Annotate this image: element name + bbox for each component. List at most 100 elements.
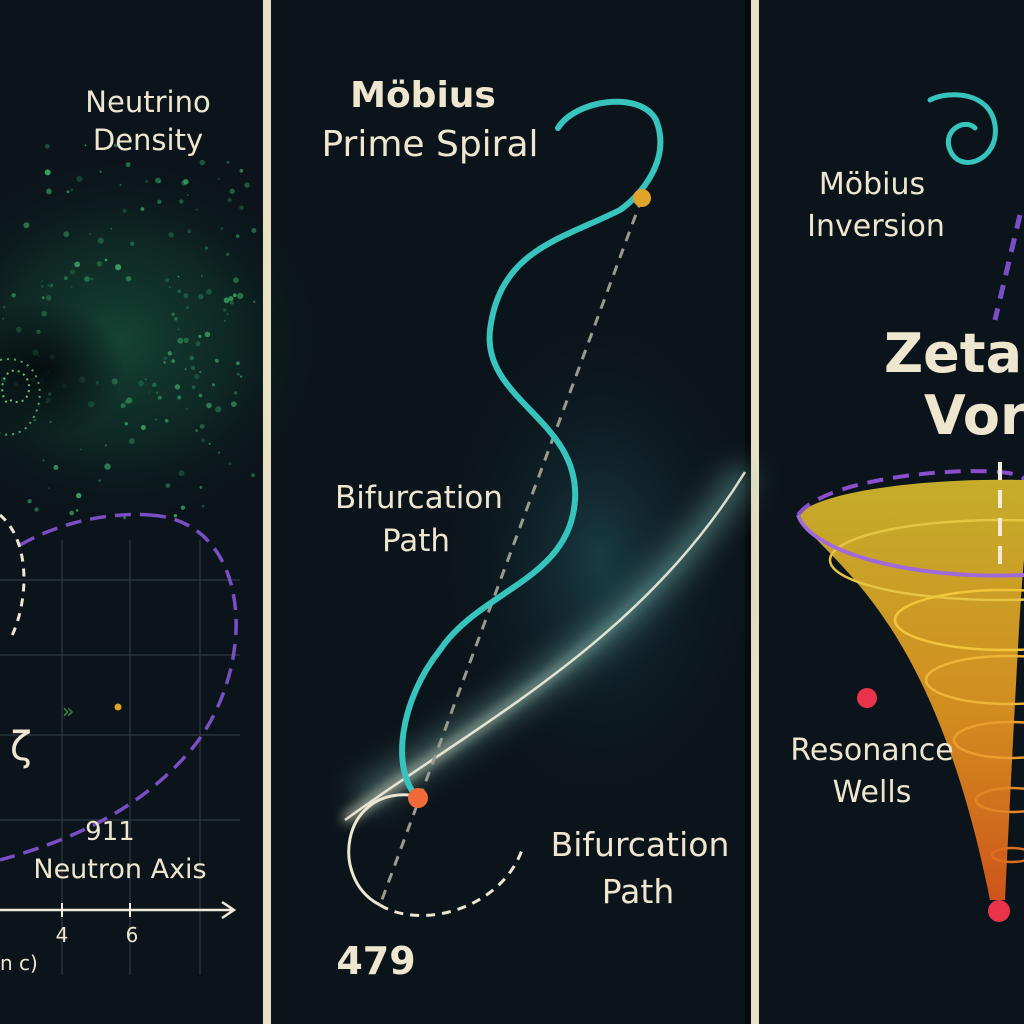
neutrino-particle	[75, 509, 79, 512]
panel-left: ζ » Neutrino Density 911 Neutron Axis 4 …	[0, 85, 330, 975]
funnel-bottom-node	[988, 900, 1010, 922]
neutrino-particle	[251, 473, 256, 478]
spiral-number: 479	[336, 939, 415, 983]
neutrino-particle	[70, 188, 74, 192]
light-arc-core	[344, 471, 747, 822]
neutrino-particle	[185, 306, 190, 310]
neutron-axis-arrow	[0, 900, 237, 920]
neutrino-particle	[200, 275, 203, 277]
neutrino-particle	[199, 159, 205, 166]
neutrino-particle	[177, 395, 182, 400]
neutrino-particle	[171, 312, 175, 316]
neutrino-particle	[206, 402, 212, 409]
neutrino-particle	[181, 179, 187, 186]
neutrino-particle	[208, 442, 211, 445]
neutrino-particle	[199, 370, 202, 373]
neutrino-particle	[42, 459, 45, 462]
neutrino-particle	[183, 337, 189, 343]
resonance-wells-line1: Resonance	[790, 733, 953, 768]
neutrino-particle	[70, 269, 76, 275]
neutrino-particle	[177, 337, 184, 344]
neutrino-particle	[183, 293, 189, 299]
neutrino-particle	[217, 451, 221, 454]
neutrino-particle	[198, 294, 204, 300]
bifurcation-label-upper-line2: Path	[382, 523, 450, 559]
neutrino-particle	[129, 438, 135, 445]
neutrino-particle	[236, 372, 240, 376]
neutrino-particle	[194, 373, 200, 380]
white-orbit	[0, 513, 26, 641]
neutrino-particle	[157, 395, 162, 400]
neutrino-particle	[40, 284, 44, 288]
gold-marker	[114, 703, 122, 711]
neutrino-particle	[157, 199, 162, 204]
neutrino-particle	[167, 351, 172, 356]
neutrino-particle	[195, 429, 199, 433]
panel-middle: Möbius Prime Spiral Bifurcation Path Bif…	[321, 75, 770, 983]
neutrino-particle	[177, 328, 180, 331]
neutrino-particle	[47, 487, 51, 490]
neutrino-particle	[140, 425, 146, 430]
bifurcation-label-lower-line1: Bifurcation	[551, 825, 730, 864]
neutrino-particle	[115, 264, 122, 271]
neutrino-particle	[120, 403, 126, 409]
tick-6-label: 6	[126, 923, 139, 947]
light-haze	[430, 300, 770, 820]
neutrino-cloud	[0, 150, 330, 530]
tick-4-label: 4	[56, 923, 69, 947]
mobius-prime-spiral	[399, 98, 664, 801]
neutrino-particle	[46, 295, 52, 301]
neutrino-particle	[76, 175, 83, 182]
neutrino-particle	[69, 510, 74, 516]
neutrino-particle	[90, 277, 94, 281]
purple-orbit-top	[19, 512, 151, 547]
neutrino-particle	[98, 479, 101, 482]
panel-right: Möbius Inversion Zeta ( Vort Resonance W…	[790, 92, 1024, 922]
funnel-rim-front	[796, 514, 1024, 578]
neutrino-particle	[180, 505, 186, 510]
neutrino-particle	[229, 300, 234, 305]
neutrino-particle	[184, 368, 187, 370]
neutrino-particle	[49, 283, 54, 288]
neutrino-title-line1: Neutrino	[85, 85, 210, 119]
bifurcation-label-upper-line1: Bifurcation	[335, 480, 503, 516]
neutrino-particle	[177, 289, 182, 294]
neutrino-particle	[97, 237, 104, 244]
neutrino-particle	[138, 380, 144, 387]
neutrino-particle	[227, 197, 232, 203]
neutrino-particle	[66, 190, 70, 194]
neutrino-particle	[11, 293, 16, 298]
zeta-symbol: ζ	[10, 724, 32, 770]
neutrino-particle	[45, 144, 50, 149]
divider-left	[263, 0, 271, 1024]
neutrino-particle	[201, 504, 205, 508]
neutrino-particle	[225, 252, 230, 257]
neutrino-title-line2: Density	[93, 123, 203, 157]
neutrino-particle	[244, 182, 250, 188]
neutrino-particle	[211, 383, 215, 387]
neutrino-particle	[124, 400, 129, 404]
spiral-start-node	[633, 189, 651, 207]
neutrino-particle	[195, 208, 198, 211]
neutrino-particle	[99, 170, 102, 174]
neutrino-particle	[240, 375, 243, 378]
neutrino-particle	[177, 275, 180, 278]
neutrino-particle	[174, 317, 178, 321]
neutrino-particle	[220, 227, 224, 230]
neutrino-particle	[228, 296, 234, 302]
neutrino-particle	[44, 169, 51, 176]
neutrino-particle	[145, 180, 148, 183]
neutrino-particle	[140, 207, 145, 211]
neutrino-particle	[239, 169, 244, 173]
neutrino-particle	[74, 261, 81, 268]
neutrino-particle	[89, 233, 92, 235]
neutrino-particle	[251, 228, 257, 233]
mobius-title-line1: Möbius	[350, 75, 496, 116]
neutrino-particle	[185, 407, 188, 410]
green-chevrons: »	[62, 699, 74, 723]
neutrino-particle	[122, 208, 127, 213]
neutrino-particle	[84, 144, 87, 147]
resonance-wells-line2: Wells	[833, 775, 912, 810]
neutrino-particle	[174, 384, 181, 390]
neutrino-particle	[235, 234, 240, 238]
